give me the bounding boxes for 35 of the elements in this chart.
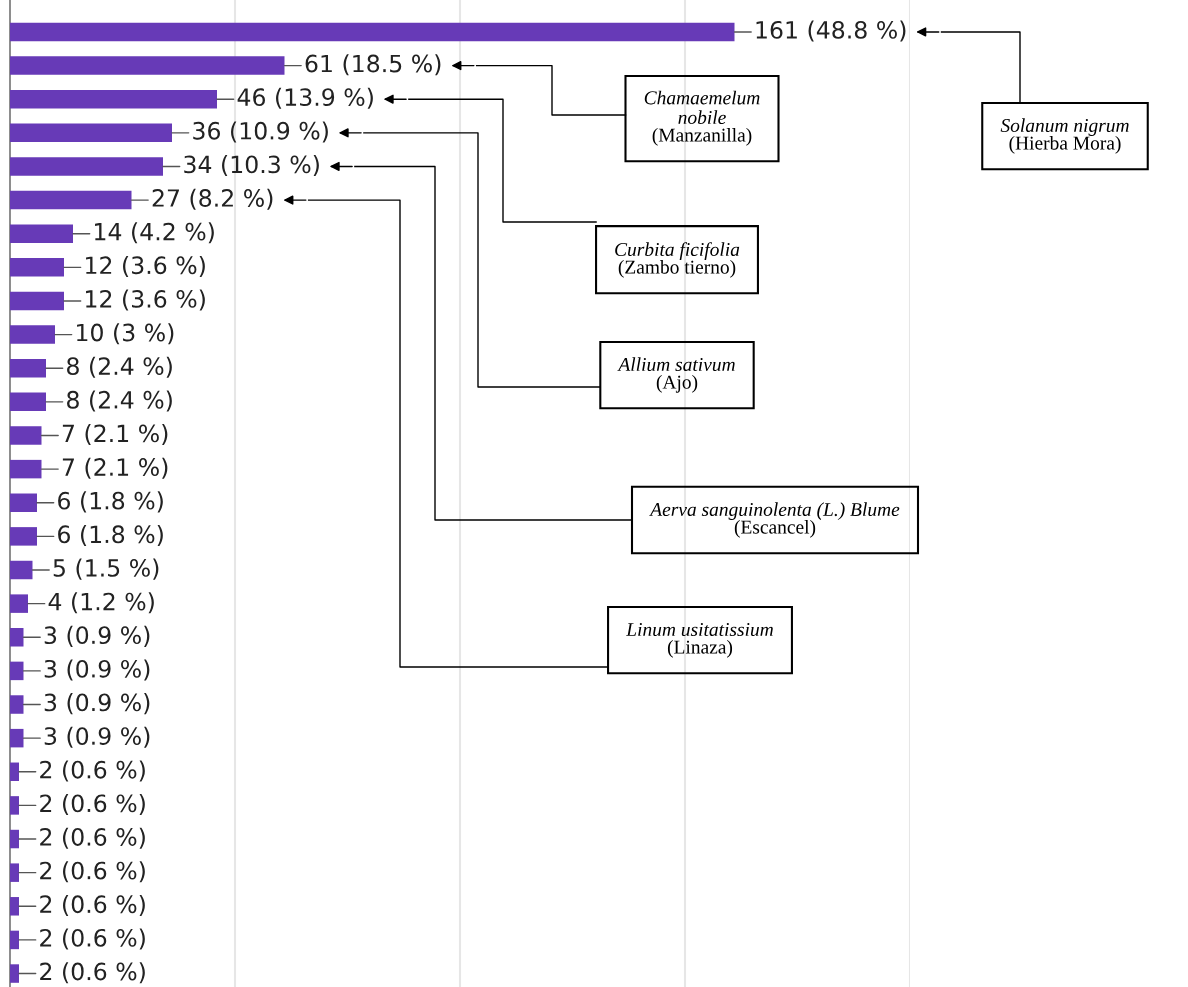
data-label: 3 (0.9 %) [44,659,150,681]
text: Solanum nigrum (Hierba Mora) [1000,118,1129,154]
data-label: 2 (0.6 %) [40,760,145,782]
data-label: 161 (48.8 %) [756,20,906,42]
data-label: 7 (2.1 %) [62,457,168,479]
data-label: 46 (13.9 %) [237,87,373,109]
data-label: 14 (4.2 %) [95,222,214,244]
annotation: Aerva sanguinolenta (L.) Blume (Escancel) [649,502,900,538]
data-label: 34 (10.3 %) [184,155,319,177]
data-label: 27 (8.2 %) [152,188,273,210]
annotation: Allium sativum (Ajo) [617,357,735,393]
data-label: 3 (0.9 %) [44,693,150,715]
data-label: 6 (1.8 %) [58,524,163,547]
data-label: 8 (2.4 %) [67,390,172,412]
data-label: 2 (0.6 %) [40,962,145,984]
data-label: 10 (3 %) [77,323,174,345]
data-label: 2 (0.6 %) [40,827,145,849]
data-label: 61 (18.5 %) [305,54,441,76]
annotation: Chamaemelum nobile (Manzanilla) [644,90,760,146]
data-label: 5 (1.5 %) [53,558,159,580]
data-label: 3 (0.9 %) [44,726,150,748]
data-label: 6 (1.8 %) [58,491,163,513]
data-label: 2 (0.6 %) [40,794,145,816]
data-label: 7 (2.1 %) [62,424,168,446]
data-label: 2 (0.6 %) [40,861,145,883]
data-label: 2 (0.6 %) [40,894,145,916]
annotation: Linum usitatissium (Linaza) [626,622,773,658]
data-label: 12 (3.6 %) [86,255,205,277]
data-label: 4 (1.2 %) [48,592,154,614]
data-label: 36 (10.9 %) [193,121,328,143]
data-label: 8 (2.4 %) [67,356,172,378]
data-label: 3 (0.9 %) [44,625,150,647]
data-label: 12 (3.6 %) [86,289,205,311]
annotation: Curbita ficifolia (Zambo tierno) [615,242,740,278]
data-label: 2 (0.6 %) [40,928,145,950]
